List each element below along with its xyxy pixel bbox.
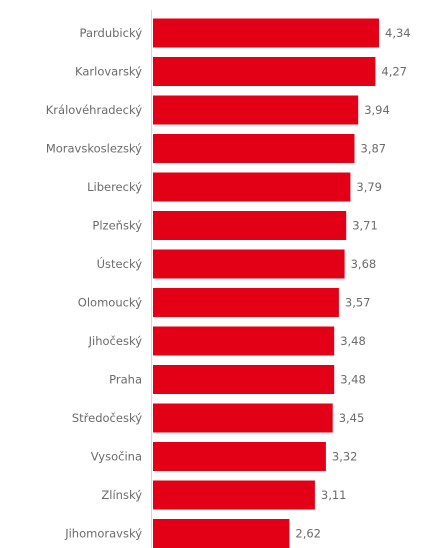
bar-10 <box>153 403 333 433</box>
value-label: 3,68 <box>351 257 377 271</box>
category-label: Jihomoravský <box>64 527 142 541</box>
value-label: 3,45 <box>339 411 365 425</box>
category-label: Pardubický <box>80 26 143 40</box>
bar-6 <box>153 249 345 279</box>
category-label: Zlínský <box>101 488 142 502</box>
category-label: Liberecký <box>87 180 142 194</box>
category-label: Olomoucký <box>78 296 142 310</box>
bar-7 <box>153 288 339 317</box>
bar-4 <box>153 172 351 202</box>
value-label: 4,34 <box>385 26 411 40</box>
bar-2 <box>153 95 359 125</box>
bar-3 <box>153 134 355 163</box>
value-label: 3,79 <box>356 180 382 194</box>
value-label: 2,62 <box>295 527 321 541</box>
bar-11 <box>153 442 326 471</box>
category-label: Plzeňský <box>92 219 142 233</box>
bar-5 <box>153 211 347 240</box>
value-label: 3,11 <box>321 488 347 502</box>
category-label: Vysočina <box>91 450 142 464</box>
value-label: 3,32 <box>332 450 358 464</box>
category-label: Královéhradecký <box>46 103 142 117</box>
bar-13 <box>153 519 290 548</box>
category-label: Ústecký <box>97 256 143 271</box>
value-label: 3,57 <box>345 296 371 310</box>
bar-8 <box>153 326 335 356</box>
bar-9 <box>153 365 335 394</box>
bar-12 <box>153 480 315 510</box>
category-label: Praha <box>109 373 142 387</box>
category-label: Moravskoslezský <box>46 142 142 156</box>
category-label: Karlovarský <box>75 65 142 79</box>
bars-layer <box>153 18 379 548</box>
value-label: 3,71 <box>352 219 378 233</box>
labels-layer: Pardubický 4,34 Karlovarský 4,27 Královéhrad… <box>46 26 411 541</box>
category-label: Jihočeský <box>88 334 143 348</box>
bar-1 <box>153 57 376 86</box>
value-label: 3,48 <box>340 334 366 348</box>
value-label: 3,87 <box>361 142 387 156</box>
bar-0 <box>153 18 379 48</box>
value-label: 3,94 <box>364 103 390 117</box>
value-label: 3,48 <box>340 373 366 387</box>
category-label: Středočeský <box>72 411 142 425</box>
value-label: 4,27 <box>381 65 407 79</box>
